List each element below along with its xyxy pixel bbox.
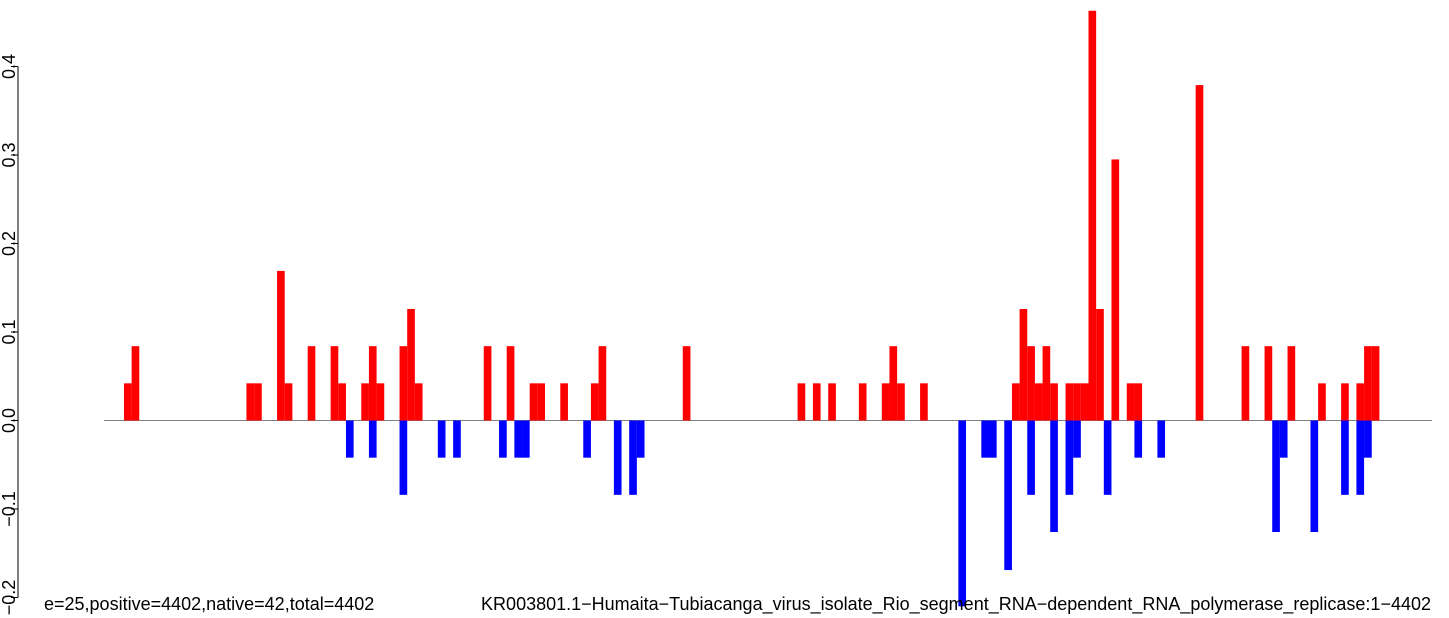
positive-bar [1042,346,1051,421]
negative-bar [522,420,530,458]
y-tick-label: −0.1 [0,491,19,527]
positive-bar [560,383,568,421]
positive-bar [1019,308,1028,421]
y-tick-label: 0.3 [0,142,19,167]
negative-bar [981,420,989,458]
negative-bar [399,420,408,495]
y-axis: −0.2 −0.1 0.0 0.1 0.2 0.3 0.4 [0,54,19,615]
positive-bar [414,383,423,421]
positive-bar [131,346,140,421]
negative-bar [1050,420,1058,533]
positive-bar [1065,383,1074,421]
negative-bar [437,420,446,458]
positive-bar [1126,383,1135,421]
positive-bar [277,270,285,421]
positive-bar [828,383,836,421]
y-tick-label: −0.2 [0,580,19,616]
y-tick-label: 0.4 [0,54,19,79]
negative-bar [1364,420,1372,458]
negative-bar [583,420,591,458]
y-tick-label: 0.2 [0,231,19,256]
negative-bar [988,420,997,458]
negative-bar [1073,420,1081,458]
positive-bar [1111,159,1120,421]
positive-bar [1195,85,1204,421]
positive-bar [1364,346,1372,421]
positive-bar [246,383,255,421]
negative-bar [345,420,354,458]
positive-bar [1011,383,1020,421]
positive-bars [123,10,1380,421]
positive-bar [506,346,515,421]
positive-bar [529,383,538,421]
negative-bar [1157,420,1166,458]
negative-bar [453,420,461,458]
positive-bar [590,383,599,421]
positive-bar [1264,346,1273,421]
positive-bar [889,346,898,421]
positive-bar [1073,383,1081,421]
positive-bar [407,308,415,421]
positive-bar [376,383,385,421]
positive-bar [920,383,928,421]
y-tick-label: 0.0 [0,408,19,433]
positive-bar [1356,383,1365,421]
positive-bar [858,383,867,421]
positive-bar [598,346,607,421]
positive-bar [368,346,377,421]
positive-bar [1241,346,1250,421]
negative-bar [1103,420,1112,495]
negative-bar [1065,420,1074,495]
positive-bar [1341,383,1349,421]
positive-bar [812,383,821,421]
positive-bar [897,383,905,421]
positive-bar [797,383,806,421]
negative-bar [636,420,645,458]
positive-bar [361,383,369,421]
positive-bar [1371,346,1380,421]
y-tick-label: 0.1 [0,319,19,344]
caption-left: e=25,positive=4402,native=42,total=4402 [44,594,374,614]
negative-bar [1310,420,1319,533]
positive-bar [123,383,132,421]
negative-bar [368,420,377,458]
positive-bar [399,346,408,421]
negative-bar [1272,420,1280,533]
negative-bar [499,420,507,458]
positive-bar [1080,383,1089,421]
positive-bar [1027,346,1035,421]
positive-bar [483,346,492,421]
caption-right: KR003801.1−Humaita−Tubiacanga_virus_isol… [481,594,1431,615]
negative-bar [629,420,637,495]
negative-bar [1356,420,1365,495]
positive-bar [537,383,545,421]
positive-bar [682,346,691,421]
negative-bar [1027,420,1035,495]
positive-bar [307,346,316,421]
negative-bar [1279,420,1288,458]
negative-bars [345,420,1372,607]
positive-bar [1318,383,1326,421]
positive-bar [1088,10,1097,421]
positive-bar [1134,383,1143,421]
negative-bar [514,420,523,458]
positive-bar [881,383,890,421]
positive-bar [284,383,293,421]
positive-bar [1034,383,1043,421]
positive-bar [330,346,339,421]
positive-bar [1287,346,1296,421]
positive-bar [1050,383,1058,421]
negative-bar [1134,420,1143,458]
negative-bar [1341,420,1349,495]
negative-bar [1004,420,1012,571]
negative-bar [613,420,622,495]
positive-bar [1096,308,1104,421]
positive-bar [254,383,262,421]
positive-bar [338,383,346,421]
negative-bar [958,420,967,607]
